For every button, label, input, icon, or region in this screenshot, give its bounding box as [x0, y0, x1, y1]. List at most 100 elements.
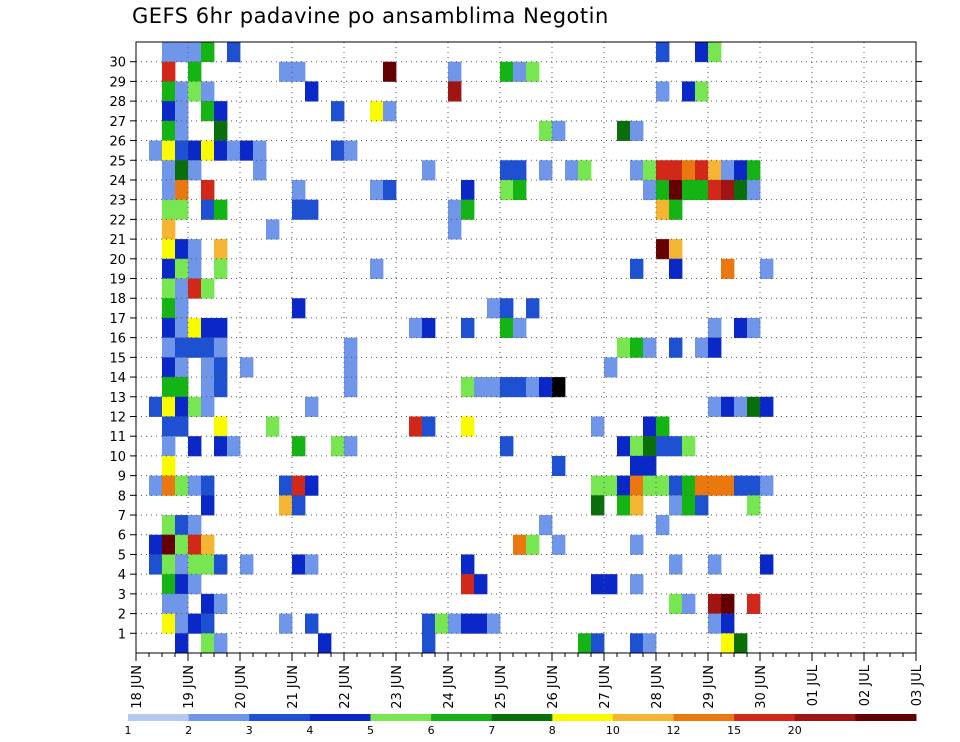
colorbar-swatch [855, 714, 917, 721]
heatmap-cell [552, 534, 566, 555]
heatmap-cell [188, 278, 202, 299]
heatmap-cell [500, 436, 514, 457]
heatmap-cell [747, 396, 761, 417]
heatmap-cell [305, 475, 319, 496]
heatmap-cell [734, 396, 748, 417]
heatmap-cell [188, 42, 202, 63]
heatmap-cell [201, 42, 215, 63]
y-tick-label: 25 [109, 154, 126, 169]
y-tick-label: 6 [118, 529, 126, 544]
heatmap-cell [188, 61, 202, 82]
heatmap-cell [448, 613, 462, 634]
x-axis-ticks: 18 JUN 19 JUN 20 JUN 21 JUN 22 JUN 23 JUN 24 J… [130, 653, 925, 709]
heatmap-cell [175, 593, 189, 614]
heatmap-cell [214, 199, 228, 220]
heatmap-cell [162, 278, 176, 299]
heatmap-cell [708, 42, 722, 63]
y-tick-label: 30 [109, 56, 126, 71]
heatmap-cell [669, 475, 683, 496]
heatmap-cell [201, 396, 215, 417]
heatmap-cell [682, 160, 696, 181]
x-tick-label: 25 JUN [494, 665, 509, 709]
heatmap-cell [253, 160, 267, 181]
heatmap-cell [448, 219, 462, 240]
colorbar-label: 10 [606, 724, 620, 737]
heatmap-cell [214, 239, 228, 260]
heatmap-cell [643, 436, 657, 457]
grid-lines [136, 42, 916, 653]
heatmap-cell [214, 416, 228, 437]
heatmap-cell [188, 613, 202, 634]
heatmap-cell [604, 475, 618, 496]
heatmap-cell [305, 554, 319, 575]
heatmap-cell [747, 475, 761, 496]
heatmap-cell [292, 298, 306, 319]
heatmap-cell [539, 515, 553, 536]
y-tick-label: 19 [109, 273, 126, 288]
heatmap-cell [188, 396, 202, 417]
heatmap-cell [461, 574, 475, 595]
heatmap-cell [344, 357, 358, 378]
heatmap-cell [630, 475, 644, 496]
x-tick-label: 19 JUN [182, 665, 197, 709]
heatmap-cell [175, 633, 189, 654]
heatmap-cell [760, 396, 774, 417]
heatmap-cell [500, 179, 514, 201]
heatmap-cell [526, 377, 540, 398]
heatmap-cell [292, 436, 306, 457]
colorbar-swatch [370, 714, 432, 721]
colorbar-swatch [612, 714, 675, 721]
heatmap-cell [331, 140, 345, 161]
y-tick-label: 22 [109, 213, 126, 228]
heatmap-cell [604, 357, 618, 378]
y-tick-label: 11 [109, 430, 126, 445]
heatmap-cell [721, 258, 735, 279]
colorbar-label: 6 [428, 724, 435, 737]
heatmap-cell [331, 436, 345, 457]
heatmap-cell [630, 258, 644, 279]
heatmap-cell [214, 436, 228, 457]
y-axis-ticks: 1234567891011121314151617181920212223242… [109, 56, 922, 642]
heatmap-cell [188, 317, 202, 339]
heatmap-cell [201, 199, 215, 220]
heatmap-cell [734, 179, 748, 201]
heatmap-cell [682, 436, 696, 457]
heatmap-cell [305, 199, 319, 220]
heatmap-cell [201, 633, 215, 654]
colorbar-label: 1 [125, 724, 132, 737]
heatmap-cell [656, 416, 670, 437]
heatmap-cell [149, 475, 163, 496]
heatmap-cell [201, 81, 215, 102]
heatmap-cell [162, 258, 176, 279]
heatmap-cell [630, 436, 644, 457]
x-tick-label: 22 JUN [338, 665, 353, 709]
heatmap-cell [253, 140, 267, 161]
heatmap-cell [669, 179, 683, 201]
heatmap-cell [188, 515, 202, 536]
x-tick-label: 28 JUN [650, 665, 665, 709]
heatmap-cell [188, 239, 202, 260]
heatmap-cell [474, 377, 488, 398]
heatmap-cell [175, 357, 189, 378]
heatmap-cell [149, 140, 163, 161]
heatmap-cell [708, 475, 722, 496]
heatmap-cell [656, 239, 670, 260]
colorbar-label: 4 [306, 724, 313, 737]
heatmap-cell [175, 42, 189, 63]
heatmap-cell [760, 258, 774, 279]
heatmap-cell [669, 258, 683, 279]
heatmap-cell [162, 357, 176, 378]
heatmap-cell [422, 416, 436, 437]
y-tick-label: 4 [118, 568, 126, 583]
heatmap-cell [162, 337, 176, 358]
heatmap-cell [344, 140, 358, 161]
heatmap-cell [409, 416, 423, 437]
heatmap-cell [591, 495, 605, 516]
heatmap-cell [669, 199, 683, 220]
heatmap-cell [175, 101, 189, 122]
heatmap-cell [565, 160, 579, 181]
heatmap-cell [214, 337, 228, 358]
heatmap-cell [292, 61, 306, 82]
y-tick-label: 24 [109, 174, 126, 189]
y-tick-label: 21 [109, 233, 126, 248]
